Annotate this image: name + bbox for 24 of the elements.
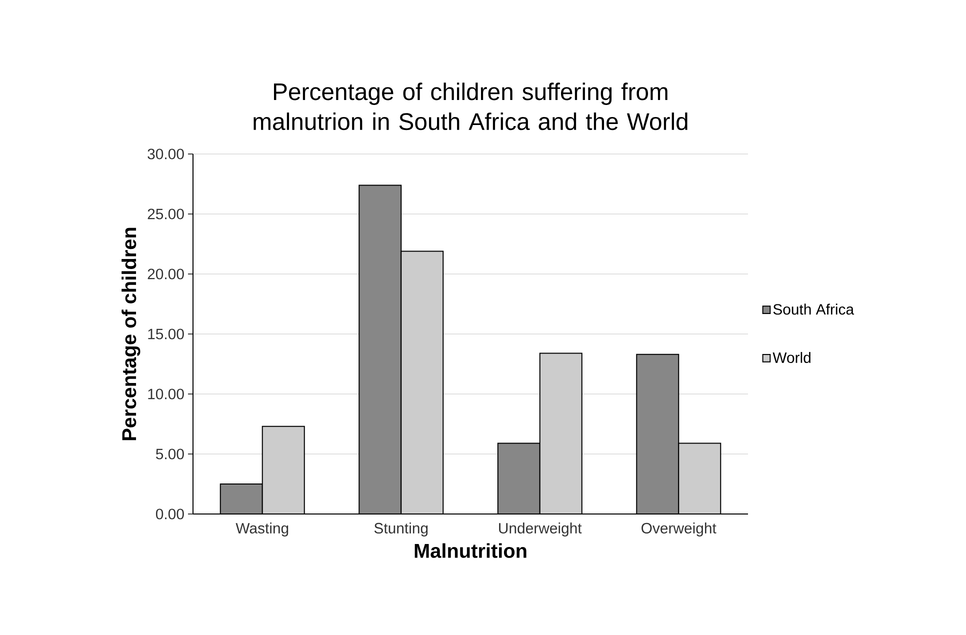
legend-label: World bbox=[772, 352, 810, 363]
y-tick-label: 15.00 bbox=[148, 328, 184, 340]
x-tick-label: Underweight bbox=[499, 522, 582, 536]
x-axis-title: Malnutrition bbox=[414, 543, 526, 558]
bar bbox=[636, 354, 680, 514]
y-tick-label: 0.00 bbox=[156, 508, 184, 520]
y-axis-title: Percentage of children bbox=[122, 228, 140, 440]
y-tick-label: 10.00 bbox=[148, 388, 184, 400]
bar bbox=[401, 251, 444, 514]
bar bbox=[678, 442, 722, 514]
legend-label: South Africa bbox=[773, 304, 854, 315]
y-tick-label: 30.00 bbox=[148, 148, 184, 160]
bar bbox=[540, 353, 582, 514]
bar bbox=[359, 185, 402, 514]
x-tick-label: Stunting bbox=[374, 522, 428, 536]
x-tick-label: Wasting bbox=[236, 522, 288, 536]
bar bbox=[262, 426, 304, 514]
y-tick-label: 20.00 bbox=[148, 268, 184, 280]
bar bbox=[498, 443, 540, 514]
bar bbox=[220, 484, 262, 514]
chart-title: Percentage of children suffering from malnutrion in South Africa and the World bbox=[254, 82, 688, 130]
y-tick-label: 5.00 bbox=[156, 448, 184, 460]
x-tick-label: Overweight bbox=[642, 522, 716, 536]
y-tick-label: 25.00 bbox=[148, 208, 184, 220]
